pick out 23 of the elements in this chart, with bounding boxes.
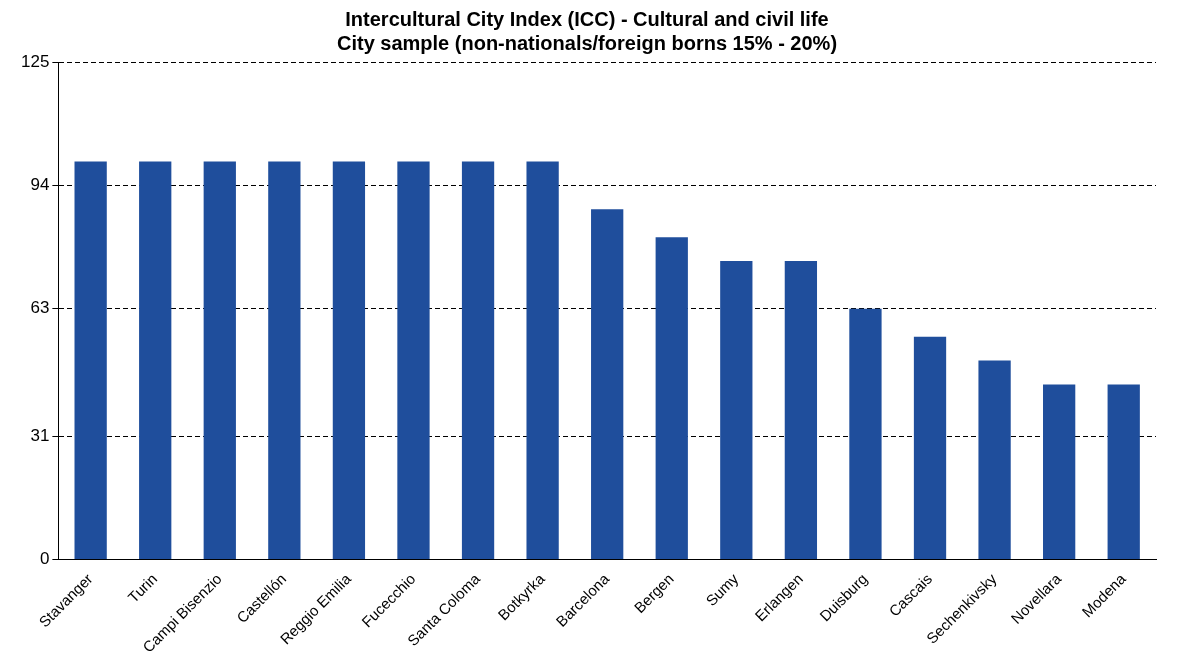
chart-title: Intercultural City Index (ICC) - Cultural and civil life City sample (non-nationals/foreign borns 15% - 20%) bbox=[336, 7, 838, 54]
bar bbox=[655, 237, 688, 560]
bar bbox=[849, 308, 882, 560]
bar bbox=[397, 161, 430, 560]
bar bbox=[720, 261, 753, 560]
y-tick-label: 31 bbox=[30, 425, 50, 445]
bar bbox=[268, 161, 301, 560]
bar bbox=[1107, 384, 1140, 560]
bar bbox=[461, 161, 495, 560]
y-tick-label: 125 bbox=[20, 51, 50, 71]
y-tick-label: 94 bbox=[30, 175, 50, 195]
bar bbox=[74, 161, 107, 560]
bar bbox=[1043, 384, 1076, 560]
y-tick-label: 0 bbox=[39, 549, 50, 569]
bar bbox=[591, 209, 624, 560]
y-tick-label: 63 bbox=[30, 298, 50, 318]
bar bbox=[203, 161, 236, 560]
bar bbox=[139, 161, 172, 560]
bar bbox=[913, 336, 947, 560]
bar bbox=[526, 161, 559, 560]
bar bbox=[784, 261, 818, 560]
bar bbox=[978, 360, 1011, 560]
bar bbox=[332, 161, 366, 560]
